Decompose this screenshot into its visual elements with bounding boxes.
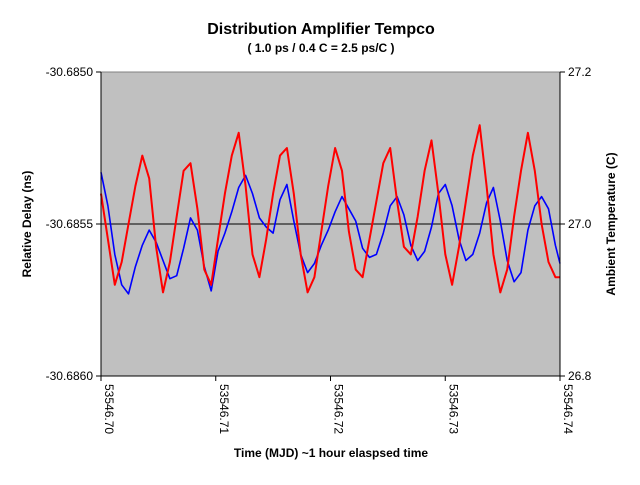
chart-title: Distribution Amplifier Tempco — [207, 21, 435, 38]
x-tick-label: 53546.74 — [561, 384, 575, 434]
y2-tick-label: 27.2 — [568, 65, 592, 79]
y-tick-label: -30.6860 — [46, 369, 94, 383]
y2-axis-label: Ambient Temperature (C) — [604, 152, 618, 295]
y-tick-label: -30.6850 — [46, 65, 94, 79]
x-axis-label: Time (MJD) ~1 hour elaspsed time — [234, 446, 428, 460]
y2-tick-label: 27.0 — [568, 217, 592, 231]
y-axis-label: Relative Delay (ns) — [20, 171, 34, 278]
chart-subtitle: ( 1.0 ps / 0.4 C = 2.5 ps/C ) — [247, 41, 394, 55]
x-tick-label: 53546.70 — [102, 384, 116, 434]
x-tick-label: 53546.72 — [332, 384, 346, 434]
series-line-delay — [100, 172, 561, 295]
x-tick-label: 53546.71 — [217, 384, 231, 434]
series-layer — [100, 124, 561, 295]
x-tick-label: 53546.73 — [446, 384, 460, 434]
y2-tick-label: 26.8 — [568, 369, 592, 383]
series-line-temperature — [100, 124, 560, 294]
axes-layer: 53546.70 53546.71 53546.72 53546.73 53546.74… — [46, 65, 592, 434]
y-tick-label: -30.6855 — [46, 217, 94, 231]
